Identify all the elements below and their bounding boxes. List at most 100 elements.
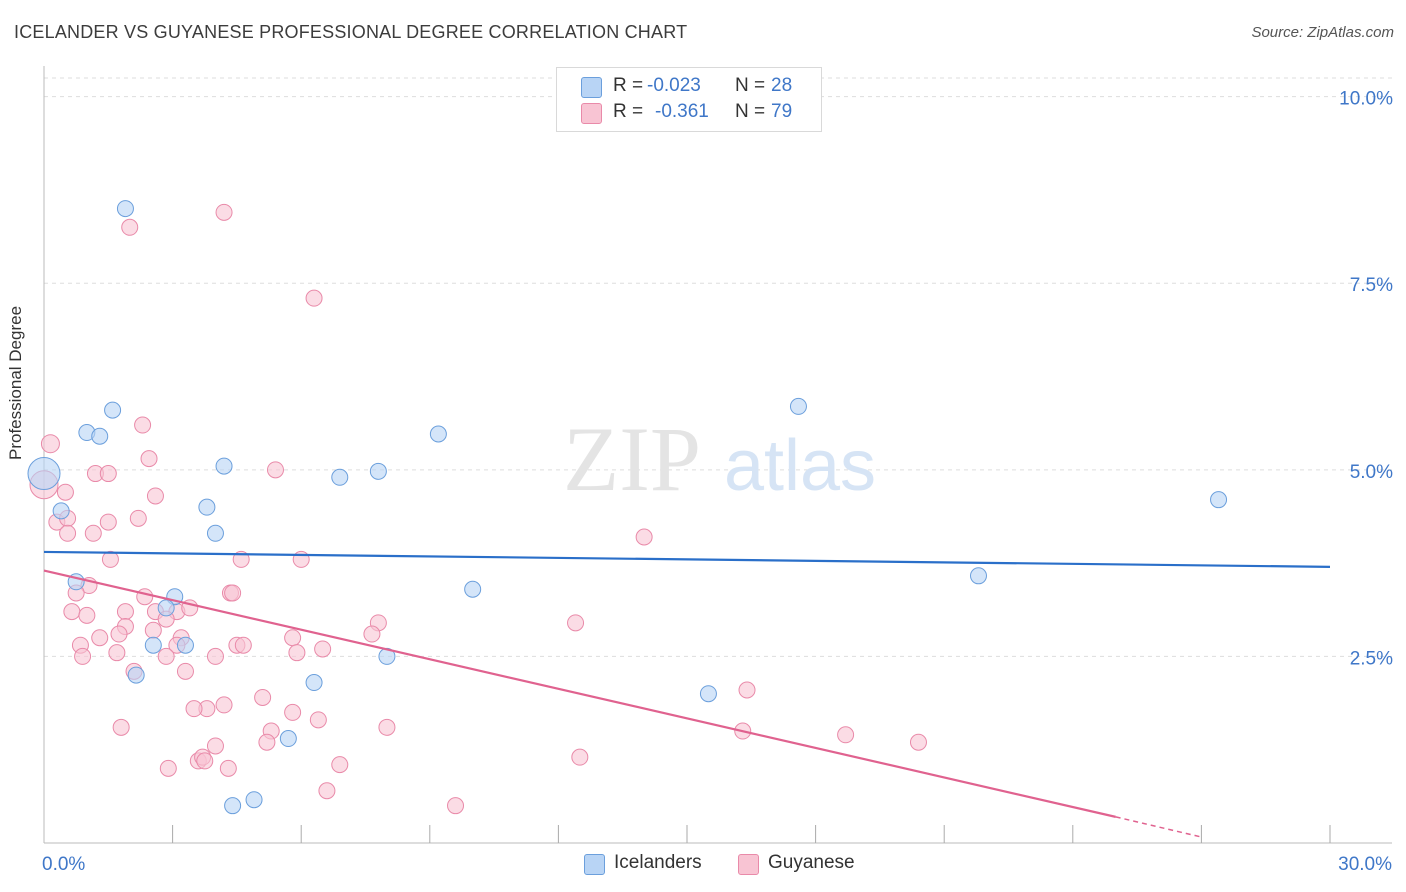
guyanese-point [185, 700, 203, 718]
guyanese-point [363, 625, 381, 643]
tick-labels: 2.5% 5.0% 7.5% 10.0% 0.0% 30.0% [42, 89, 1393, 875]
icelander-point [176, 636, 194, 654]
guyanese-point [284, 703, 302, 721]
guyanese-point [112, 718, 130, 736]
guyanese-point [59, 524, 77, 542]
guyanese-point [91, 629, 109, 647]
watermark-atlas: atlas [724, 426, 876, 506]
legend-r-value-guyanese: -0.361 [655, 101, 709, 122]
guyanese-swatch [581, 103, 602, 124]
icelander-point [369, 462, 387, 480]
icelander-point [116, 200, 134, 218]
icelander-point [1210, 491, 1228, 509]
guyanese-point [84, 524, 102, 542]
icelander-point [699, 685, 717, 703]
guyanese-point [136, 588, 154, 606]
guyanese-point [288, 644, 306, 662]
icelander-point [245, 791, 263, 809]
guyanese-point [266, 461, 284, 479]
guyanese-point [635, 528, 653, 546]
y-tick-label: 7.5% [1350, 275, 1393, 296]
icelander-point [279, 730, 297, 748]
guyanese-point [63, 603, 81, 621]
guyanese-point [144, 621, 162, 639]
guyanese-point [116, 603, 134, 621]
guyanese-point [134, 416, 152, 434]
icelander-point [789, 397, 807, 415]
icelander-point [206, 524, 224, 542]
guyanese-point [146, 487, 164, 505]
guyanese-point [99, 513, 117, 531]
icelander-point [969, 567, 987, 585]
guyanese-point [129, 509, 147, 527]
guyanese-swatch [738, 854, 759, 875]
guyanese-point [331, 756, 349, 774]
y-tick-label: 10.0% [1339, 89, 1393, 110]
guyanese-point [318, 782, 336, 800]
legend-n-value-guyanese: 79 [771, 101, 793, 122]
guyanese-point [232, 550, 250, 568]
guyanese-point [206, 647, 224, 665]
guyanese-point [196, 752, 214, 770]
legend-r-label: R = [613, 101, 644, 122]
grid-lines [44, 77, 1392, 657]
guyanese-point [121, 218, 139, 236]
icelander-point [27, 457, 61, 491]
guyanese-point [78, 606, 96, 624]
guyanese-point [108, 644, 126, 662]
guyanese-point [176, 662, 194, 680]
guyanese-points [29, 203, 927, 815]
guyanese-point [159, 759, 177, 777]
guyanese-point [234, 636, 252, 654]
icelander-point [331, 468, 349, 486]
source-label: Source: ZipAtlas.com [1251, 24, 1394, 41]
y-tick-label: 5.0% [1350, 462, 1393, 483]
legend-label-icelanders: Icelanders [614, 852, 702, 873]
x-tick-label: 0.0% [42, 854, 85, 875]
guyanese-point [447, 797, 465, 815]
icelander-point [91, 427, 109, 445]
axes [43, 66, 1392, 844]
guyanese-point [140, 450, 158, 468]
guyanese-point [314, 640, 332, 658]
guyanese-point [74, 647, 92, 665]
legend-label-guyanese: Guyanese [768, 852, 855, 873]
guyanese-trend-line [43, 569, 1116, 818]
guyanese-point [40, 434, 60, 454]
y-axis-label: Professional Degree [6, 305, 25, 460]
icelander-point [215, 457, 233, 475]
legend-n-label: N = [735, 101, 766, 122]
trend-lines [43, 550, 1331, 838]
guyanese-point [284, 629, 302, 647]
icelander-trend-line [43, 550, 1331, 568]
guyanese-point [219, 759, 237, 777]
guyanese-point [258, 733, 276, 751]
correlation-legend: R = -0.023 N = 28 R = -0.361 N = 79 [556, 67, 822, 132]
guyanese-trend-extension [1115, 816, 1202, 838]
watermark: ZIP atlas [563, 408, 876, 510]
icelander-point [104, 401, 122, 419]
guyanese-point [378, 718, 396, 736]
icelander-point [224, 797, 242, 815]
legend-r-label: R = [613, 75, 644, 96]
guyanese-point [254, 688, 272, 706]
guyanese-point [909, 733, 927, 751]
guyanese-point [99, 465, 117, 483]
guyanese-point [215, 203, 233, 221]
guyanese-point [224, 584, 242, 602]
legend-n-label: N = [735, 75, 766, 96]
icelander-point [52, 502, 70, 520]
guyanese-point [206, 737, 224, 755]
icelander-point [305, 674, 323, 692]
guyanese-point [837, 726, 855, 744]
chart-title: ICELANDER VS GUYANESE PROFESSIONAL DEGRE… [14, 22, 688, 42]
icelander-point [144, 636, 162, 654]
x-tick-label: 30.0% [1338, 854, 1392, 875]
guyanese-point [110, 625, 128, 643]
guyanese-point [305, 289, 323, 307]
icelanders-swatch [581, 77, 602, 98]
guyanese-point [309, 711, 327, 729]
guyanese-point [56, 483, 74, 501]
icelander-point [157, 599, 175, 617]
